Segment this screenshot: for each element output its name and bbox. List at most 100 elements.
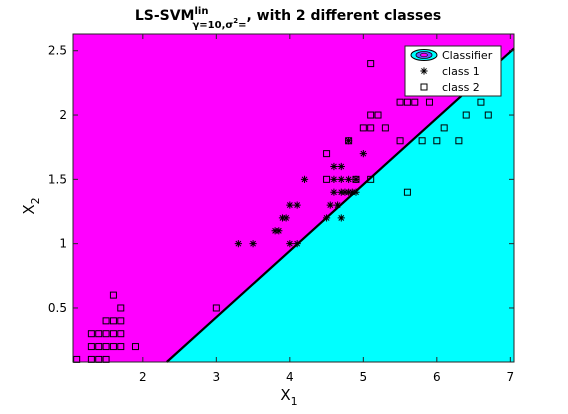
class-1-point bbox=[286, 201, 294, 209]
legend-entry-classifier: Classifier bbox=[410, 49, 493, 62]
class-2-point bbox=[109, 317, 117, 325]
class-1-point bbox=[275, 227, 283, 235]
x-tick-label: 2 bbox=[139, 370, 147, 384]
legend-label-classifier: Classifier bbox=[442, 49, 493, 62]
legend-entry-class-1: class 1 bbox=[420, 65, 480, 78]
class-2-point bbox=[87, 330, 95, 338]
class-1-point bbox=[334, 201, 342, 209]
class-1-point bbox=[293, 201, 301, 209]
title-sup: lin bbox=[195, 6, 209, 17]
y-axis-label-main: X bbox=[20, 204, 38, 214]
y-tick-label: 1.5 bbox=[48, 172, 67, 186]
x-tick-label: 6 bbox=[433, 370, 441, 384]
class-1-point bbox=[337, 188, 345, 196]
class-1-point bbox=[293, 240, 301, 248]
x-tick-label: 7 bbox=[507, 370, 515, 384]
title-main: LS-SVM bbox=[135, 8, 195, 24]
chart-title: LS-SVMlin γ=10,σ2=, with 2 different clas… bbox=[135, 6, 441, 31]
x-axis-label-main: X bbox=[280, 386, 290, 404]
class-1-point bbox=[286, 240, 294, 248]
class-2-point bbox=[484, 111, 492, 119]
class-1-point bbox=[330, 162, 338, 171]
x-tick-label: 5 bbox=[360, 370, 368, 384]
title-sub: γ=10,σ bbox=[192, 20, 233, 31]
legend-class-2-marker bbox=[420, 83, 428, 91]
legend-classifier-swatch-inner bbox=[420, 52, 428, 58]
class-2-point bbox=[396, 98, 404, 106]
class-2-point bbox=[477, 98, 485, 106]
class-1-point bbox=[345, 137, 353, 145]
class-2-point bbox=[87, 343, 95, 351]
class-1-point bbox=[337, 162, 345, 171]
class-2-point bbox=[131, 343, 139, 351]
class-1-point bbox=[278, 214, 287, 222]
class-2-point bbox=[323, 175, 331, 183]
class-1-point bbox=[330, 175, 338, 183]
x-axis-label-sub: 1 bbox=[291, 395, 298, 408]
legend: Classifier class 1 class 2 bbox=[404, 45, 502, 97]
class-2-point bbox=[403, 188, 411, 196]
class-2-point bbox=[109, 343, 117, 351]
class-2-point bbox=[345, 137, 353, 145]
class-2-point bbox=[212, 304, 220, 312]
class-1-point bbox=[330, 188, 338, 196]
class-1-point bbox=[359, 150, 367, 158]
y-tick-label: 2.5 bbox=[48, 44, 67, 58]
legend-label-class-2: class 2 bbox=[442, 81, 480, 94]
class-1-point bbox=[300, 175, 309, 183]
class-2-point bbox=[455, 137, 463, 145]
class-1-point bbox=[249, 240, 257, 248]
class-1-point bbox=[271, 227, 279, 235]
y-tick-label: 0.5 bbox=[48, 301, 67, 315]
class-2-point bbox=[440, 124, 448, 132]
class-2-point bbox=[367, 60, 375, 68]
plot-frame bbox=[72, 33, 515, 363]
y-tick-label: 1 bbox=[59, 237, 67, 251]
class-1-point bbox=[345, 188, 353, 196]
class-2-point bbox=[323, 150, 331, 158]
class-2-point bbox=[396, 137, 404, 145]
class-2-point bbox=[367, 124, 375, 132]
x-axis-ticks: 2 3 4 5 6 7 bbox=[139, 34, 514, 384]
class-2-point bbox=[102, 317, 110, 325]
class-1-point bbox=[234, 240, 242, 248]
class-2-point bbox=[367, 111, 375, 119]
class-1-point bbox=[352, 175, 360, 183]
class-1-point bbox=[348, 188, 356, 196]
legend-class-1-marker bbox=[420, 67, 428, 75]
class-1-point bbox=[282, 214, 290, 222]
class-2-point bbox=[95, 343, 103, 351]
y-axis-ticks: 0.5 1 1.5 2 2.5 bbox=[48, 44, 514, 315]
class-2-point bbox=[117, 330, 125, 338]
y-axis-label-sub: 2 bbox=[29, 197, 42, 204]
title-sub-tail: = bbox=[238, 20, 246, 31]
class-2-point bbox=[381, 124, 389, 132]
class-2-point bbox=[109, 330, 117, 338]
class-2-point bbox=[102, 343, 110, 351]
x-tick-label: 4 bbox=[286, 370, 294, 384]
class-2-point bbox=[117, 304, 125, 312]
class-2-point bbox=[433, 137, 441, 145]
class-2-point bbox=[374, 111, 382, 119]
class-2-point bbox=[95, 330, 103, 338]
class-2-point bbox=[109, 291, 117, 299]
x-axis-label: X1 bbox=[280, 386, 297, 408]
class-2-point bbox=[418, 137, 426, 145]
class-1-point bbox=[341, 188, 349, 196]
class-2-point bbox=[359, 124, 367, 132]
y-axis-label: X2 bbox=[20, 197, 42, 214]
class-2-point bbox=[117, 317, 125, 325]
legend-entry-class-2: class 2 bbox=[420, 81, 480, 94]
x-tick-label: 3 bbox=[213, 370, 221, 384]
class-2-point bbox=[102, 330, 110, 338]
legend-star-glyph bbox=[420, 67, 428, 75]
class-1-point bbox=[337, 175, 345, 183]
class-1-point bbox=[345, 175, 353, 183]
title-tail: , with 2 different classes bbox=[246, 8, 441, 24]
class-2-point bbox=[403, 98, 411, 106]
y-tick-label: 2 bbox=[59, 108, 67, 122]
class-2-point bbox=[367, 175, 375, 183]
class-2-point bbox=[462, 111, 470, 119]
